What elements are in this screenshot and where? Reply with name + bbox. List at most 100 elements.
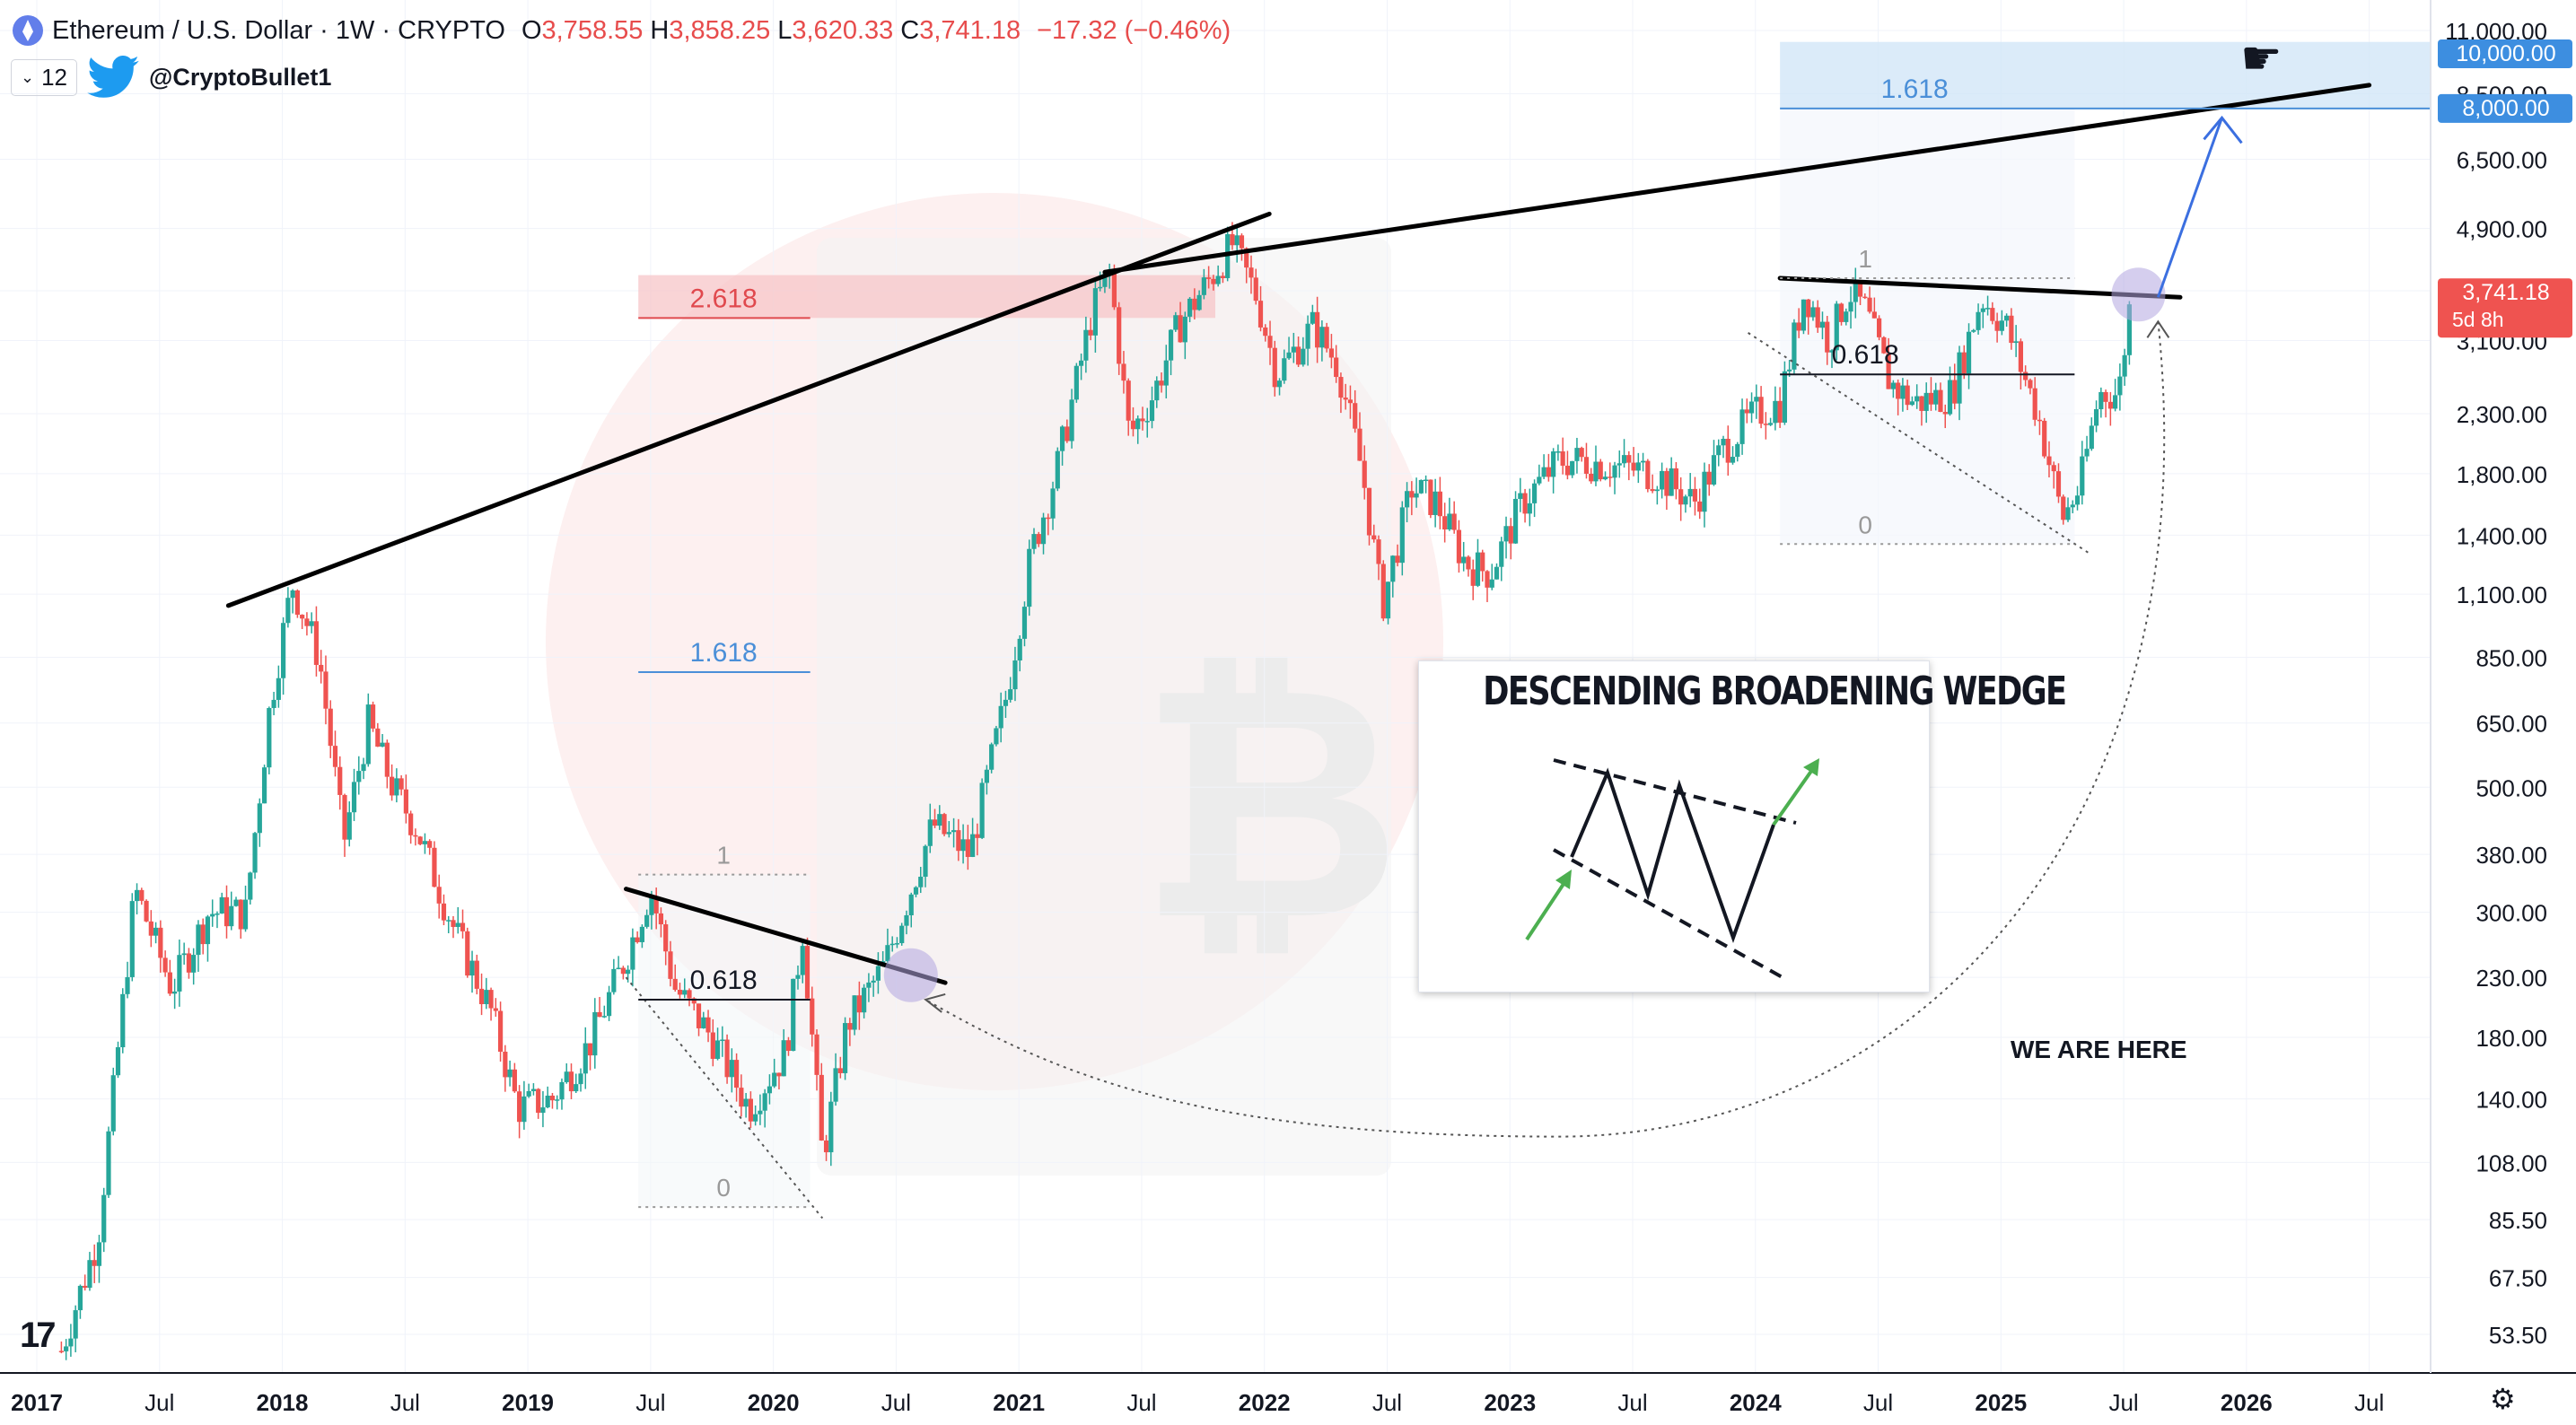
- candle-body: [319, 664, 324, 672]
- settings-icon[interactable]: ⚙: [2490, 1383, 2516, 1415]
- candle-body: [1527, 503, 1532, 514]
- candle-body: [2074, 495, 2081, 505]
- candle-body: [1768, 423, 1774, 425]
- candle-body: [153, 927, 159, 936]
- candle-body: [800, 946, 805, 975]
- candle-body: [1485, 571, 1490, 588]
- close-label: C: [900, 15, 920, 45]
- tradingview-logo-icon[interactable]: 17: [20, 1316, 56, 1355]
- candle-body: [1215, 275, 1221, 284]
- candle-body: [2037, 419, 2043, 422]
- candle-body: [521, 1096, 527, 1123]
- candle-body: [1031, 534, 1037, 549]
- candle-body: [158, 927, 163, 958]
- candle-body: [469, 960, 475, 976]
- candle-body: [1947, 380, 1953, 415]
- candle-body: [606, 992, 612, 1017]
- candle-body: [626, 969, 631, 975]
- y-tick-label: 108.00: [2475, 1150, 2547, 1176]
- candle-body: [2046, 456, 2052, 466]
- candle-body: [323, 671, 329, 709]
- candle-body: [1876, 318, 1882, 337]
- candle-body: [2013, 341, 2019, 344]
- candle-body: [1546, 467, 1551, 477]
- price-tag-label: 3,741.18: [2462, 280, 2549, 305]
- candle-body: [1777, 400, 1783, 423]
- candle-body: [1810, 307, 1816, 318]
- candle-body: [1744, 409, 1749, 414]
- candle-body: [68, 1338, 74, 1347]
- candle-body: [739, 1088, 744, 1107]
- candle-body: [1040, 517, 1047, 545]
- candle-body: [970, 834, 976, 857]
- open-label: O: [521, 15, 542, 45]
- candle-body: [960, 839, 966, 852]
- fib-level-label: 1: [1858, 245, 1872, 273]
- candle-body: [1130, 420, 1136, 430]
- candle-body: [1291, 346, 1296, 353]
- indicators-toggle[interactable]: ⌄ 12: [11, 58, 78, 96]
- candle-body: [390, 776, 395, 796]
- y-tick-label: 53.50: [2489, 1322, 2547, 1349]
- candle-body: [979, 782, 985, 838]
- twitter-bird-icon: [87, 56, 139, 98]
- candle-body: [1602, 476, 1608, 480]
- candle-body: [2042, 420, 2047, 457]
- candle-body: [64, 1346, 69, 1351]
- candle-body: [167, 972, 172, 994]
- candle-body: [1126, 380, 1131, 421]
- candle-body: [1168, 329, 1174, 361]
- candle-body: [2004, 315, 2010, 321]
- candle-body: [1819, 321, 1826, 328]
- candle-body: [1385, 581, 1391, 619]
- candle-body: [758, 1110, 763, 1115]
- candle-body: [1748, 401, 1755, 414]
- candle-body: [290, 590, 295, 599]
- symbol-title[interactable]: Ethereum / U.S. Dollar · 1W · CRYPTO: [52, 15, 505, 45]
- candle-body: [1257, 301, 1264, 328]
- candle-body: [356, 771, 362, 782]
- candle-body: [1555, 451, 1561, 453]
- candle-body: [120, 993, 126, 1048]
- candle-body: [720, 1039, 725, 1042]
- candle-body: [658, 913, 664, 925]
- candle-body: [177, 955, 182, 992]
- candle-body: [1792, 322, 1797, 370]
- projection-arrow-line: [2156, 117, 2223, 298]
- candle-body: [1310, 311, 1315, 324]
- candle-body: [635, 937, 640, 942]
- candle-body: [862, 987, 867, 1013]
- candle-body: [1230, 233, 1235, 246]
- candle-body: [1664, 470, 1669, 496]
- candle-body: [536, 1088, 541, 1114]
- candle-body: [497, 1010, 504, 1053]
- candle-body: [205, 916, 211, 945]
- candle-body: [1617, 463, 1622, 466]
- candle-body: [261, 767, 267, 804]
- price-tag-target: [2438, 39, 2572, 69]
- drawing-overlays: 2.618 1.618 1 0.618 0 1 0.618 0 1.618 ☛: [225, 32, 2431, 1220]
- candle-body: [1178, 315, 1183, 343]
- candle-body: [1263, 327, 1268, 337]
- candle-body: [281, 623, 286, 678]
- candle-body: [1886, 353, 1891, 389]
- x-tick-label: Jul: [390, 1389, 420, 1416]
- candle-body: [337, 766, 343, 795]
- candle-body: [526, 1090, 531, 1097]
- candle-body: [375, 728, 381, 747]
- candle-body: [1003, 699, 1009, 706]
- author-handle[interactable]: @CryptoBullet1: [149, 63, 332, 91]
- y-tick-label: 85.50: [2489, 1207, 2547, 1234]
- candle-body: [101, 1194, 107, 1243]
- candle-body: [252, 833, 258, 873]
- x-tick-label: 2018: [257, 1389, 309, 1416]
- candle-body: [710, 1032, 715, 1059]
- candle-body: [1362, 460, 1367, 488]
- candle-body: [2055, 471, 2062, 497]
- candle-body: [545, 1095, 550, 1108]
- candle-body: [1301, 348, 1306, 365]
- candle-body: [242, 899, 249, 930]
- candle-body: [1249, 267, 1254, 278]
